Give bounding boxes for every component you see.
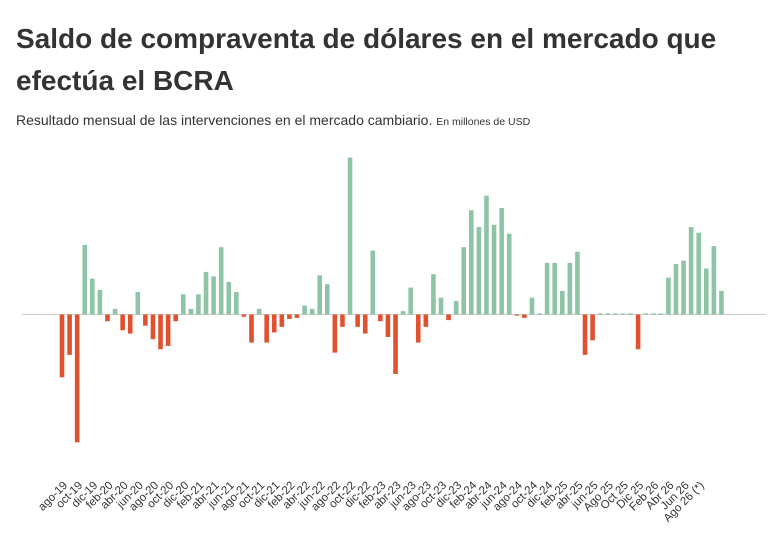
bar-45	[400, 311, 406, 315]
bar-67	[567, 262, 573, 315]
bar-47	[415, 314, 421, 343]
bar-60	[514, 314, 520, 316]
bar-31	[294, 314, 300, 318]
bar-13	[158, 314, 163, 350]
bar-53	[461, 247, 467, 315]
bar-41	[370, 250, 376, 315]
bar-61	[522, 314, 527, 318]
bar-57	[491, 224, 497, 315]
bar-38	[347, 157, 353, 315]
bar-26	[256, 308, 262, 315]
bar-86	[711, 246, 717, 315]
bar-56	[484, 195, 489, 315]
bar-35	[325, 284, 330, 315]
bar-33	[309, 308, 315, 315]
bar-74	[620, 313, 626, 315]
bars-group	[59, 157, 724, 443]
bar-12	[150, 314, 156, 340]
bar-10	[135, 292, 141, 315]
bar-68	[575, 251, 580, 315]
bar-80	[666, 277, 671, 315]
bar-54	[469, 210, 474, 315]
bar-75	[628, 313, 633, 315]
bar-42	[378, 314, 383, 322]
bar-19	[203, 271, 209, 315]
bar-32	[302, 305, 307, 315]
bar-9	[127, 314, 133, 334]
bar-14	[165, 314, 171, 346]
bar-73	[613, 313, 618, 315]
bar-0	[59, 314, 65, 378]
bar-17	[188, 308, 194, 315]
bar-18	[196, 294, 201, 315]
bar-65	[552, 262, 557, 315]
bar-58	[499, 207, 504, 315]
bar-55	[476, 227, 482, 315]
bar-39	[355, 314, 360, 327]
unit-note: En millones de USD	[436, 116, 531, 128]
bar-24	[241, 314, 247, 317]
bar-6	[105, 314, 110, 322]
bar-64	[544, 262, 550, 315]
bar-28	[271, 314, 277, 333]
bar-62	[529, 297, 535, 315]
bar-51	[446, 314, 451, 321]
bar-21	[218, 247, 224, 315]
bar-49	[431, 274, 436, 315]
bar-87	[719, 290, 724, 315]
bar-3	[82, 244, 88, 315]
bar-40	[362, 314, 368, 334]
bar-29	[279, 314, 285, 327]
bar-70	[590, 314, 595, 341]
bar-85	[704, 268, 709, 315]
bar-81	[673, 264, 679, 315]
bar-5	[97, 289, 103, 315]
chart-subtitle: Resultado mensual de las intervenciones …	[16, 112, 530, 128]
x-tick-labels: ago-19oct-19dic-19feb-20abr-20jun-20ago-…	[36, 479, 707, 525]
bar-72	[605, 313, 611, 315]
bar-43	[385, 314, 391, 337]
bar-27	[264, 314, 269, 343]
bar-7	[112, 308, 118, 315]
bar-4	[90, 278, 95, 315]
bar-16	[180, 294, 186, 315]
bar-15	[173, 314, 178, 322]
bar-34	[317, 275, 323, 315]
bar-46	[408, 287, 413, 315]
bar-84	[696, 232, 702, 315]
bar-69	[582, 314, 588, 355]
bar-76	[635, 314, 641, 350]
bar-8	[120, 314, 125, 331]
chart-title: Saldo de compraventa de dólares en el me…	[16, 23, 717, 96]
bar-37	[340, 314, 345, 327]
bar-52	[453, 301, 459, 315]
bar-79	[658, 313, 664, 315]
bar-66	[559, 290, 565, 315]
bar-82	[681, 260, 686, 315]
subtitle-text: Resultado mensual de las intervenciones …	[16, 112, 433, 128]
bar-59	[506, 233, 512, 315]
bar-25	[249, 314, 254, 343]
bar-63	[537, 313, 542, 315]
bar-2	[74, 314, 80, 443]
bar-78	[650, 313, 656, 315]
bar-11	[143, 314, 148, 326]
bar-1	[67, 314, 72, 355]
bar-20	[211, 276, 216, 315]
bar-71	[597, 313, 603, 315]
bar-77	[643, 313, 648, 315]
bar-44	[393, 314, 398, 374]
bar-36	[332, 314, 338, 353]
bar-22	[226, 281, 232, 315]
bar-48	[423, 314, 429, 327]
bar-30	[287, 314, 292, 319]
bar-23	[234, 292, 239, 315]
bar-83	[688, 227, 694, 315]
bar-50	[438, 297, 444, 315]
